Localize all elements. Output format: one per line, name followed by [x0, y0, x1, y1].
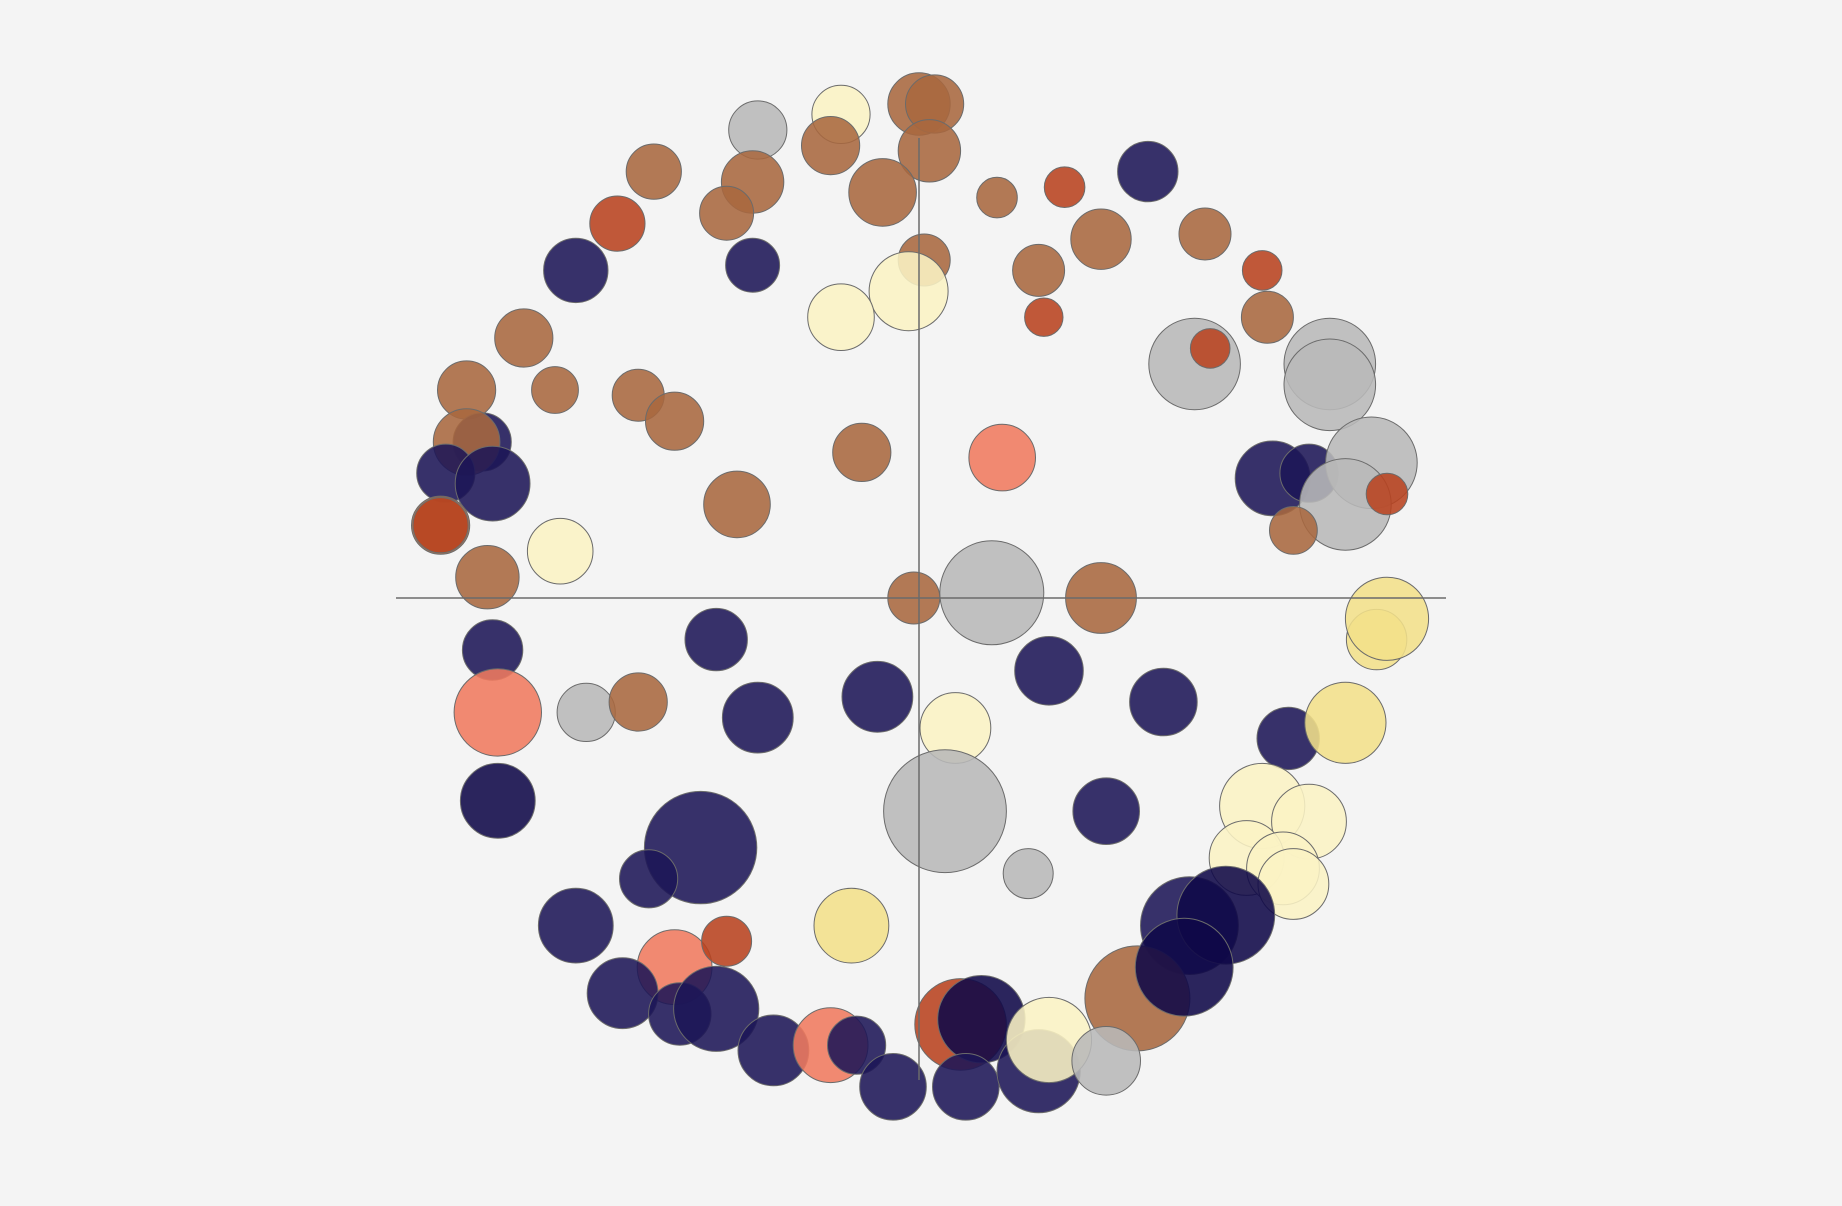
bubble-navy-57[interactable] — [684, 607, 748, 672]
bubble-yellow-67[interactable] — [1304, 681, 1387, 764]
bubble-brown-4[interactable] — [897, 119, 962, 183]
bubble-gray-26[interactable] — [1148, 317, 1241, 411]
bubble-navy-11[interactable] — [1117, 140, 1179, 203]
bubble-navy-95[interactable] — [859, 1053, 927, 1121]
bubble-cream-21[interactable] — [807, 283, 875, 352]
bubble-brown-33[interactable] — [645, 391, 705, 451]
bubble-navy-78[interactable] — [619, 849, 679, 909]
bubble-navy-58[interactable] — [1014, 636, 1084, 706]
bubble-rust-23[interactable] — [1024, 297, 1064, 337]
bubble-brown-24[interactable] — [1240, 290, 1294, 344]
bubble-gray-3[interactable] — [728, 100, 788, 160]
bubble-gray-99[interactable] — [1071, 1026, 1141, 1096]
bubble-brown-49[interactable] — [455, 545, 520, 610]
bubble-gray-52[interactable] — [939, 540, 1045, 646]
bubble-brown-9[interactable] — [976, 176, 1018, 219]
bubble-rust-84[interactable] — [701, 915, 753, 967]
bubble-navy-96[interactable] — [932, 1053, 1000, 1121]
bubble-gray-70[interactable] — [883, 749, 1007, 874]
bubble-salmon-60[interactable] — [453, 668, 542, 757]
bubble-rust-44[interactable] — [1365, 472, 1409, 516]
bubble-brown-8[interactable] — [848, 158, 917, 227]
bubble-rust-27[interactable] — [1189, 328, 1231, 369]
bubble-navy-16[interactable] — [543, 237, 609, 304]
bubble-brown-34[interactable] — [832, 422, 892, 482]
bubble-salmon-35[interactable] — [968, 423, 1037, 492]
bubble-navy-87[interactable] — [673, 965, 760, 1052]
bubble-gray-72[interactable] — [1002, 848, 1054, 900]
bubble-navy-64[interactable] — [841, 660, 914, 733]
bubble-rust-22[interactable] — [1241, 250, 1283, 291]
bubble-layer — [411, 72, 1430, 1121]
bubble-navy-59[interactable] — [1129, 667, 1198, 737]
bubble-yellow-55[interactable] — [1344, 576, 1430, 661]
bubble-brown-5[interactable] — [801, 116, 861, 176]
bubble-yellow-80[interactable] — [813, 887, 890, 964]
bubble-brown-62[interactable] — [608, 672, 668, 732]
bubble-navy-79[interactable] — [537, 887, 614, 964]
bubble-cream-20[interactable] — [868, 251, 949, 332]
bubble-brown-50[interactable] — [1269, 506, 1318, 555]
bubble-rust-47[interactable] — [412, 497, 469, 554]
bubble-navy-85[interactable] — [586, 957, 659, 1030]
bubble-navy-92[interactable] — [827, 1015, 887, 1075]
bubble-brown-14[interactable] — [1070, 208, 1132, 270]
bubble-cream-48[interactable] — [526, 517, 594, 585]
bubble-deep-68[interactable] — [459, 762, 536, 839]
bubble-navy-71[interactable] — [1072, 777, 1140, 846]
bubble-brown-18[interactable] — [1012, 243, 1066, 297]
bubble-brown-15[interactable] — [1178, 207, 1232, 261]
bubble-navy-17[interactable] — [725, 237, 781, 293]
bubble-gray-29[interactable] — [1283, 338, 1377, 432]
bubble-brown-31[interactable] — [531, 366, 579, 414]
bubble-gray-61[interactable] — [556, 682, 616, 743]
bubble-rust-13[interactable] — [589, 195, 646, 252]
bubble-navy-63[interactable] — [721, 681, 794, 754]
bubble-navy-39[interactable] — [454, 445, 531, 522]
bubble-rust-10[interactable] — [1043, 166, 1086, 208]
bubble-brown-45[interactable] — [703, 470, 771, 539]
bubble-brown-25[interactable] — [494, 308, 554, 368]
bubble-brown-12[interactable] — [699, 185, 755, 241]
bubble-brown-6[interactable] — [625, 143, 682, 200]
bubble-deep-89[interactable] — [1134, 917, 1234, 1017]
